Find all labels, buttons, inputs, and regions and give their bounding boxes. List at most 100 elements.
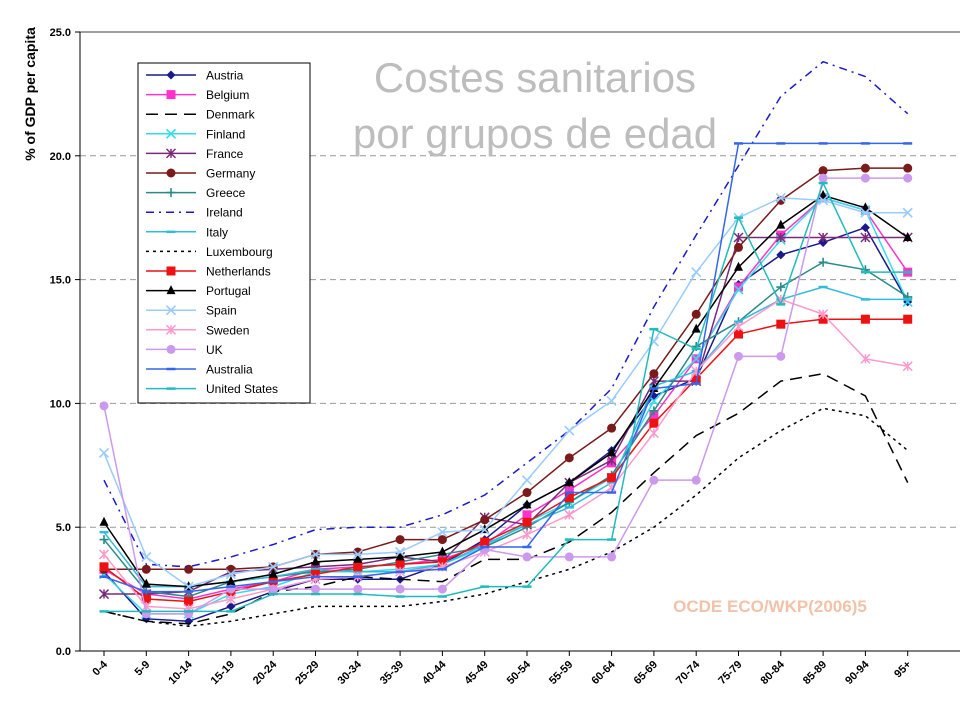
data-point-germany (522, 488, 532, 498)
data-point-uk (522, 552, 532, 562)
legend-swatch-marker (165, 324, 177, 335)
series-line-portugal (103, 194, 909, 588)
legend-swatch-marker (165, 305, 177, 316)
data-point-germany (691, 309, 701, 319)
data-point-sweden (521, 529, 533, 540)
legend-swatch-marker (166, 70, 176, 80)
data-point-portugal (99, 516, 109, 526)
data-point-netherlands (522, 517, 532, 527)
legend-item-belgium: Belgium (146, 88, 249, 102)
data-point-germany (564, 453, 574, 463)
legend-label: Luxembourg (206, 245, 273, 259)
legend-label: Italy (206, 225, 228, 239)
y-tick-label: 25.0 (50, 27, 71, 39)
data-point-spain (352, 549, 363, 560)
series-united-states (99, 181, 913, 613)
data-point-portugal (268, 568, 278, 578)
data-point-netherlands (607, 473, 617, 483)
data-point-netherlands (480, 537, 490, 547)
data-point-greece (776, 282, 786, 292)
legend-item-luxembourg: Luxembourg (146, 245, 273, 259)
series-line-austria (103, 226, 909, 623)
data-point-portugal (141, 578, 151, 588)
data-point-portugal (311, 556, 320, 566)
data-point-netherlands (776, 319, 786, 329)
series-line-united-states (104, 182, 908, 613)
data-point-uk (353, 584, 363, 594)
data-point-france (775, 232, 786, 243)
data-point-netherlands (860, 314, 870, 324)
data-point-uk (564, 552, 574, 562)
data-point-netherlands (691, 374, 701, 384)
legend-label: United States (206, 382, 278, 396)
legend-label: Ireland (206, 206, 243, 220)
data-point-spain (775, 192, 786, 203)
data-point-austria (860, 223, 870, 233)
legend-label: Belgium (206, 88, 249, 102)
legend-label: France (206, 147, 244, 161)
series-germany (99, 163, 913, 574)
legend-label: Austria (206, 69, 244, 83)
legend-label: Denmark (206, 108, 256, 122)
legend-item-portugal: Portugal (146, 284, 251, 298)
data-point-uk (691, 475, 701, 485)
series-line-ireland (103, 60, 909, 568)
series-sweden (98, 294, 913, 614)
data-point-spain (141, 551, 152, 562)
data-point-germany (607, 423, 617, 433)
data-point-germany (734, 242, 743, 252)
data-point-france (98, 589, 110, 600)
data-point-finland (691, 353, 702, 364)
data-point-sweden (818, 309, 829, 320)
data-point-netherlands (311, 569, 320, 579)
data-point-germany (903, 163, 913, 173)
data-point-spain (521, 475, 533, 486)
data-point-uk (860, 173, 870, 183)
series-spain (98, 192, 913, 592)
data-point-sweden (98, 549, 110, 560)
series-luxembourg (103, 407, 909, 627)
data-point-netherlands (818, 314, 828, 324)
data-point-netherlands (395, 559, 405, 569)
data-point-finland (733, 284, 744, 295)
data-point-uk (99, 401, 109, 411)
data-point-uk (734, 351, 743, 361)
legend-item-united-states: United States (146, 382, 278, 396)
data-point-spain (268, 561, 279, 572)
data-point-germany (480, 515, 490, 525)
data-point-netherlands (649, 418, 659, 428)
legend-label: Portugal (206, 284, 251, 298)
legend-item-germany: Germany (146, 167, 255, 181)
series-ireland (103, 60, 909, 568)
data-point-spain (395, 546, 406, 558)
data-point-netherlands (437, 557, 447, 567)
series-line-luxembourg (103, 407, 909, 627)
data-point-uk (776, 351, 786, 361)
data-point-spain (310, 549, 321, 560)
data-point-spain (691, 267, 702, 278)
data-point-germany (649, 369, 659, 379)
data-point-sweden (225, 593, 236, 605)
series-line-denmark (103, 372, 909, 625)
legend-label: Spain (206, 304, 237, 318)
legend-swatch-marker (166, 344, 176, 354)
data-point-spain (902, 207, 913, 218)
data-point-uk (437, 584, 447, 594)
data-point-netherlands (184, 596, 194, 606)
data-point-sweden (648, 428, 659, 439)
data-point-netherlands (903, 314, 913, 324)
data-point-belgium (564, 485, 574, 495)
data-point-portugal (437, 546, 447, 556)
data-point-germany (141, 564, 151, 574)
data-point-uk (395, 584, 405, 594)
series-line-netherlands (103, 318, 908, 603)
data-point-portugal (395, 551, 405, 561)
data-point-spain (818, 195, 829, 206)
data-point-portugal (564, 477, 574, 487)
series-australia (99, 142, 913, 593)
data-point-portugal (522, 499, 532, 509)
chart-title-line-2: por grupos de edad (353, 110, 717, 157)
legend-item-greece: Greece (146, 186, 246, 200)
